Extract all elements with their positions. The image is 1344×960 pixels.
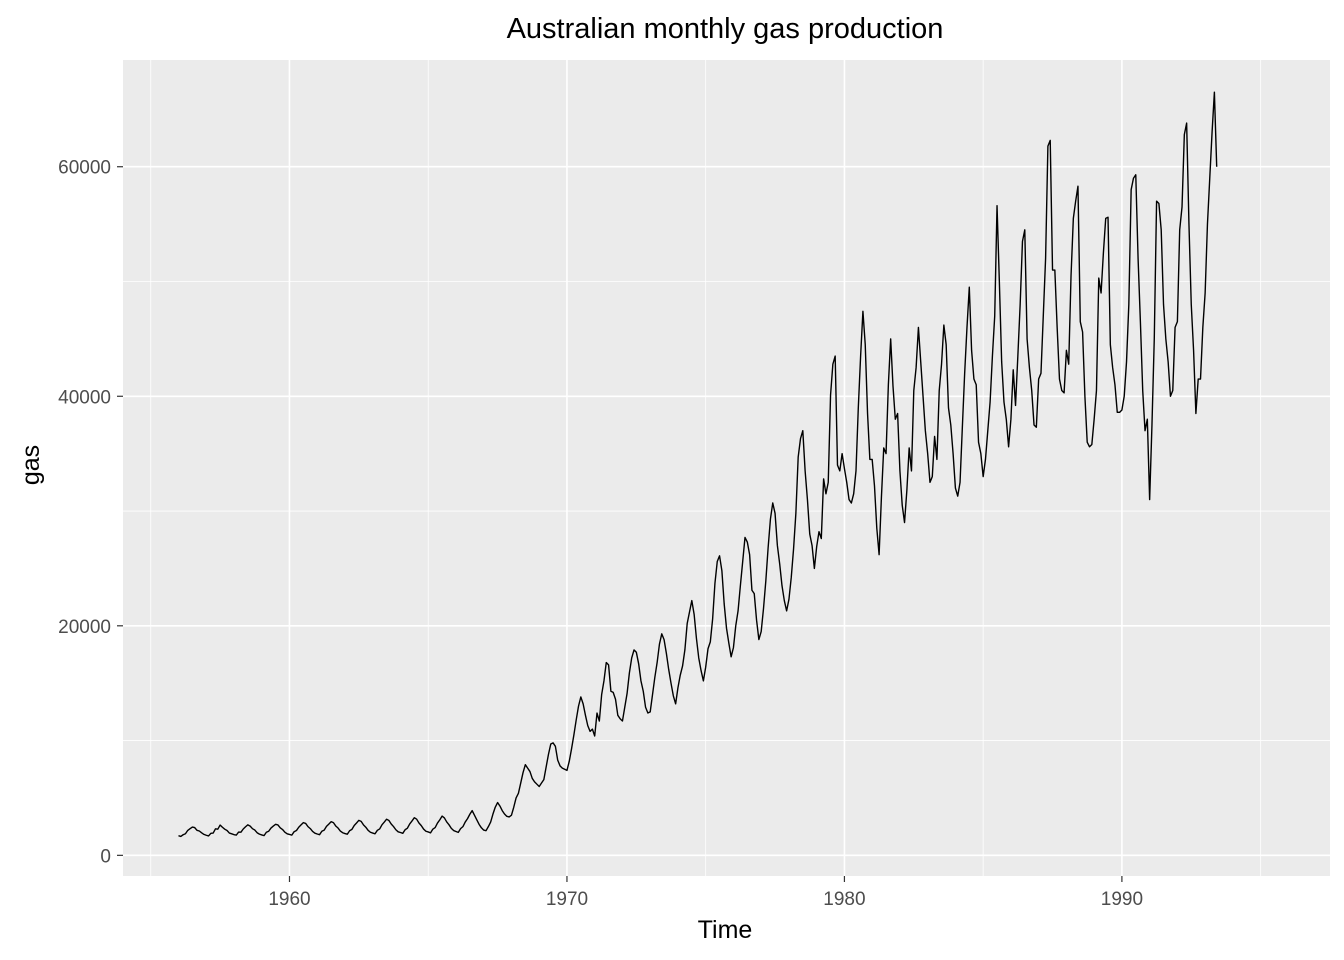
y-axis-label: gas (17, 445, 45, 485)
panel-background (123, 60, 1330, 876)
x-axis-label: Time (698, 916, 753, 944)
axes: 1960 1970 1980 1990 0 20000 40000 60000 (58, 158, 1143, 910)
plot-panel (123, 60, 1330, 876)
y-tick-label: 60000 (58, 158, 111, 179)
x-tick-label: 1990 (1101, 889, 1143, 910)
x-tick-label: 1970 (546, 889, 588, 910)
minor-gridlines (123, 60, 1330, 876)
y-tick-label: 0 (100, 846, 111, 867)
gas-series-line (178, 91, 1218, 838)
x-tick-label: 1980 (823, 889, 865, 910)
y-tick-label: 20000 (58, 617, 111, 638)
y-tick-label: 40000 (58, 387, 111, 408)
x-tick-label: 1960 (268, 889, 310, 910)
series-lines (178, 91, 1218, 838)
chart-title: Australian monthly gas production (507, 13, 944, 45)
